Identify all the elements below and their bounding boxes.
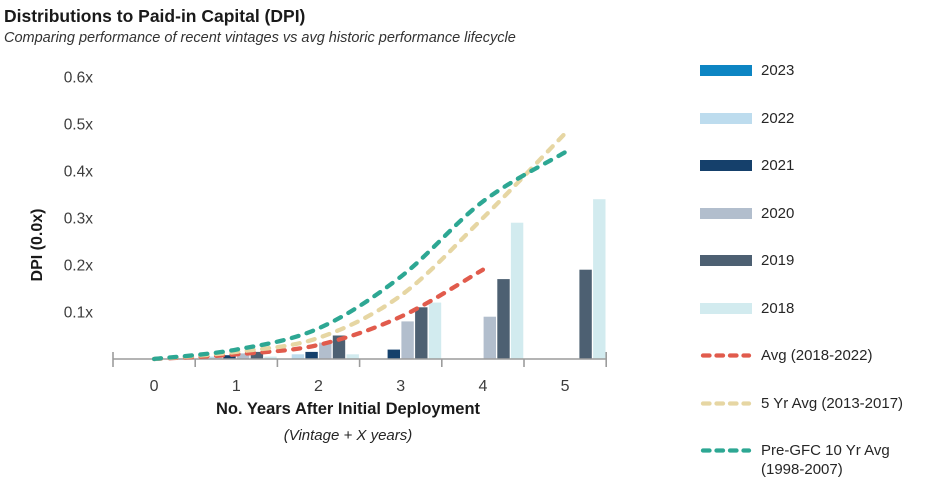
line-5-yr-avg-2013-2017 xyxy=(151,131,568,362)
legend-bar-swatch xyxy=(700,112,752,124)
legend-bar-swatch xyxy=(700,255,752,266)
bar-2020-year1 xyxy=(236,353,250,359)
x-tick-label: 5 xyxy=(561,378,570,395)
bar-2018-year2 xyxy=(346,354,359,359)
y-tick-label: 0.5x xyxy=(64,117,94,134)
legend-line-swatch xyxy=(700,448,752,453)
x-axis-title: No. Years After Initial Deployment xyxy=(215,400,481,418)
bar-2019-year4 xyxy=(497,279,510,359)
legend-line-swatch xyxy=(700,400,752,406)
bar-2021-year3 xyxy=(387,349,400,359)
legend-label: 2020 xyxy=(761,204,795,222)
legend-item-2018: 2018 xyxy=(700,299,794,318)
x-axis-subtitle: (Vintage + X years) xyxy=(283,427,413,444)
line-pre-gfc-10-yr-avg-1998-2007 xyxy=(151,150,568,362)
legend-item-2019: 2019 xyxy=(700,251,794,270)
legend-label: 2018 xyxy=(761,299,795,317)
bar-2019-year2 xyxy=(332,335,346,359)
y-tick-label: 0.2x xyxy=(64,258,94,275)
legend-label-line1: Pre-GFC 10 Yr Avg xyxy=(761,442,890,459)
page-title: Distributions to Paid-in Capital (DPI) xyxy=(4,6,306,26)
bar-2020-year3 xyxy=(401,321,414,359)
bar-2021-year2 xyxy=(305,351,318,359)
legend-label: 2019 xyxy=(761,252,795,269)
bar-2018-year5 xyxy=(593,199,606,359)
legend-item-2022: 2022 xyxy=(700,109,794,128)
legend-label-line2: (1998-2007) xyxy=(761,461,843,478)
x-tick-label: 2 xyxy=(314,378,323,395)
bar-2019-year5 xyxy=(579,269,592,359)
bar-2021-year1 xyxy=(223,355,236,359)
bar-2020-year2 xyxy=(319,342,332,360)
legend-item-pre-gfc-10-yr-avg: Pre-GFC 10 Yr Avg (1998-2007) xyxy=(700,441,890,479)
bar-2019-year1 xyxy=(250,351,264,359)
legend-label: 2022 xyxy=(761,109,795,127)
legend-item-2023: 2023 xyxy=(700,61,794,80)
legend-bar-swatch xyxy=(700,207,752,219)
y-tick-label: 0.3x xyxy=(64,211,94,228)
legend-label: 5 Yr Avg (2013-2017) xyxy=(761,394,904,412)
bar-2018-year4 xyxy=(510,222,524,359)
bar-2019-year3 xyxy=(415,307,428,359)
legend-bar-swatch xyxy=(700,302,752,314)
legend-item-5-yr-avg-2013-2017: 5 Yr Avg (2013-2017) xyxy=(700,394,903,413)
bar-2018-year1 xyxy=(264,356,277,359)
legend-label: Avg (2018-2022) xyxy=(761,347,873,364)
bar-2022-year2 xyxy=(291,354,305,359)
x-tick-label: 4 xyxy=(478,378,487,395)
y-tick-label: 0.4x xyxy=(64,164,94,181)
legend-item-2021: 2021 xyxy=(700,156,794,175)
legend-bar-swatch xyxy=(700,160,752,171)
bar-2018-year3 xyxy=(428,302,442,359)
legend-label: 2023 xyxy=(761,62,795,79)
legend-item-2020: 2020 xyxy=(700,204,794,223)
x-tick-label: 3 xyxy=(396,378,405,395)
legend-label: Pre-GFC 10 Yr Avg (1998-2007) xyxy=(761,441,890,479)
legend-label: 2021 xyxy=(761,157,795,174)
x-tick-label: 1 xyxy=(232,378,241,395)
bar-2020-year4 xyxy=(483,316,496,359)
y-tick-label: 0.1x xyxy=(64,305,94,322)
legend-bar-swatch xyxy=(700,65,752,76)
chart-subtitle: Comparing performance of recent vintages… xyxy=(4,30,516,46)
legend-item-avg-2018-2022: Avg (2018-2022) xyxy=(700,346,872,365)
y-tick-label: 0.6x xyxy=(64,70,94,87)
legend-line-swatch xyxy=(700,353,752,358)
x-tick-label: 0 xyxy=(150,378,159,395)
